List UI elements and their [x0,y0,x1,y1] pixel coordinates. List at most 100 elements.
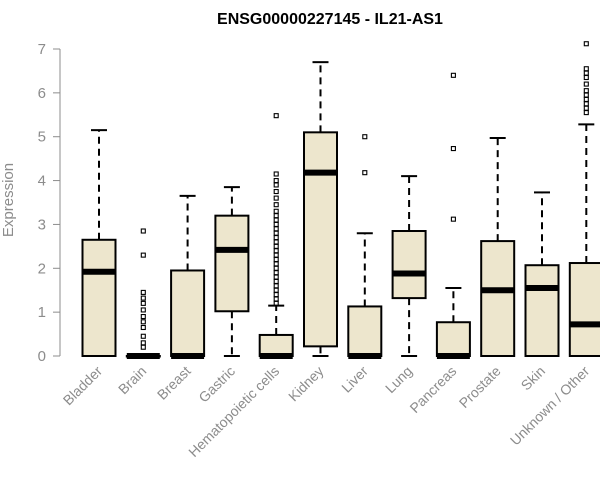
outlier-point [273,230,279,236]
outlier-point [273,265,279,271]
outlier-point [140,228,146,234]
outlier-point [450,146,456,152]
outlier-point [273,226,279,232]
box-group-prostate [480,137,516,357]
outlier-point [273,208,279,214]
outlier-point [140,313,146,320]
outlier-point [273,171,279,177]
outlier-point [140,300,146,306]
y-tick-label: 5 [38,129,46,146]
box [214,214,250,313]
x-tick-label: Bladder [60,363,106,409]
outlier-point [273,278,279,284]
x-tick-label: Kidney [285,363,327,405]
outlier-point [583,110,589,116]
chart-title: ENSG00000227145 - IL21-AS1 [217,11,443,28]
outlier-point [273,261,279,267]
outlier-point [273,239,279,245]
box [435,321,471,358]
outlier-point [273,287,279,293]
outlier-point [140,344,146,350]
box [258,333,294,358]
y-tick-label: 0 [38,348,46,365]
y-tick-label: 2 [38,260,46,277]
box-group-breast [170,194,206,359]
outlier-point [273,182,279,188]
outlier-point [273,243,279,249]
outlier-point [450,72,456,78]
outlier-point [583,92,589,98]
outlier-point [140,333,146,339]
outlier-point [273,202,279,208]
outlier-point [583,74,589,81]
outlier-point [583,105,589,111]
box [347,305,383,358]
outlier-point [583,96,589,102]
outlier-point [273,252,279,258]
box [170,269,206,358]
y-axis: 0 1 2 3 4 5 6 7 [38,41,61,365]
outlier-point [583,88,589,94]
outlier-point [362,170,368,176]
outlier-point [583,101,589,107]
box-group-pancreas [435,72,471,359]
box [391,230,427,300]
box [81,238,117,357]
outlier-point [583,41,589,47]
box-group-brain [125,228,161,359]
outlier-point [273,270,279,276]
x-tick-label: Unknown / Other [507,363,593,449]
box-group-unknown-other [568,41,600,357]
outlier-point [273,256,279,263]
x-tick-label: Gastric [195,363,238,406]
box [480,240,516,357]
outlier-point [273,274,279,280]
x-tick-label: Lung [382,363,415,396]
outlier-point [273,178,279,184]
outlier-point [583,81,589,87]
outlier-point [140,319,146,325]
outlier-point [273,195,279,201]
y-tick-label: 4 [38,173,46,190]
box-group-kidney [303,61,338,357]
outlier-point [273,248,279,254]
outlier-point [273,283,279,289]
box-group-gastric [214,186,250,357]
y-tick-label: 6 [38,85,46,102]
plot-area [81,41,600,359]
outlier-point [362,134,368,140]
y-tick-label: 1 [38,304,46,321]
box [303,131,338,348]
outlier-point [273,213,279,219]
outlier-point [583,70,589,76]
outlier-point [273,188,279,195]
box-group-bladder [81,129,117,357]
x-tick-label: Brain [115,363,149,397]
x-tick-label: Pancreas [406,363,459,416]
outlier-point [273,217,279,223]
y-tick-label: 7 [38,41,46,58]
outlier-point [140,295,146,301]
x-tick-label: Skin [518,363,549,394]
box [568,262,600,357]
outlier-point [140,340,146,346]
outlier-point [583,66,589,72]
y-tick-label: 3 [38,216,46,233]
x-tick-label: Prostate [456,363,504,411]
outlier-point [273,113,279,119]
outlier-point [140,324,146,331]
box-group-skin [524,191,560,358]
box [524,264,560,358]
outlier-point [140,252,146,258]
outlier-point [273,221,279,227]
outlier-point [140,307,146,313]
x-tick-label: Breast [154,363,194,403]
outlier-point [450,216,456,222]
box-group-hematopoietic-cells [258,113,294,359]
x-tick-label: Liver [338,363,371,396]
box-group-liver [347,134,383,359]
box-group-lung [391,175,427,357]
outlier-point [273,292,279,298]
